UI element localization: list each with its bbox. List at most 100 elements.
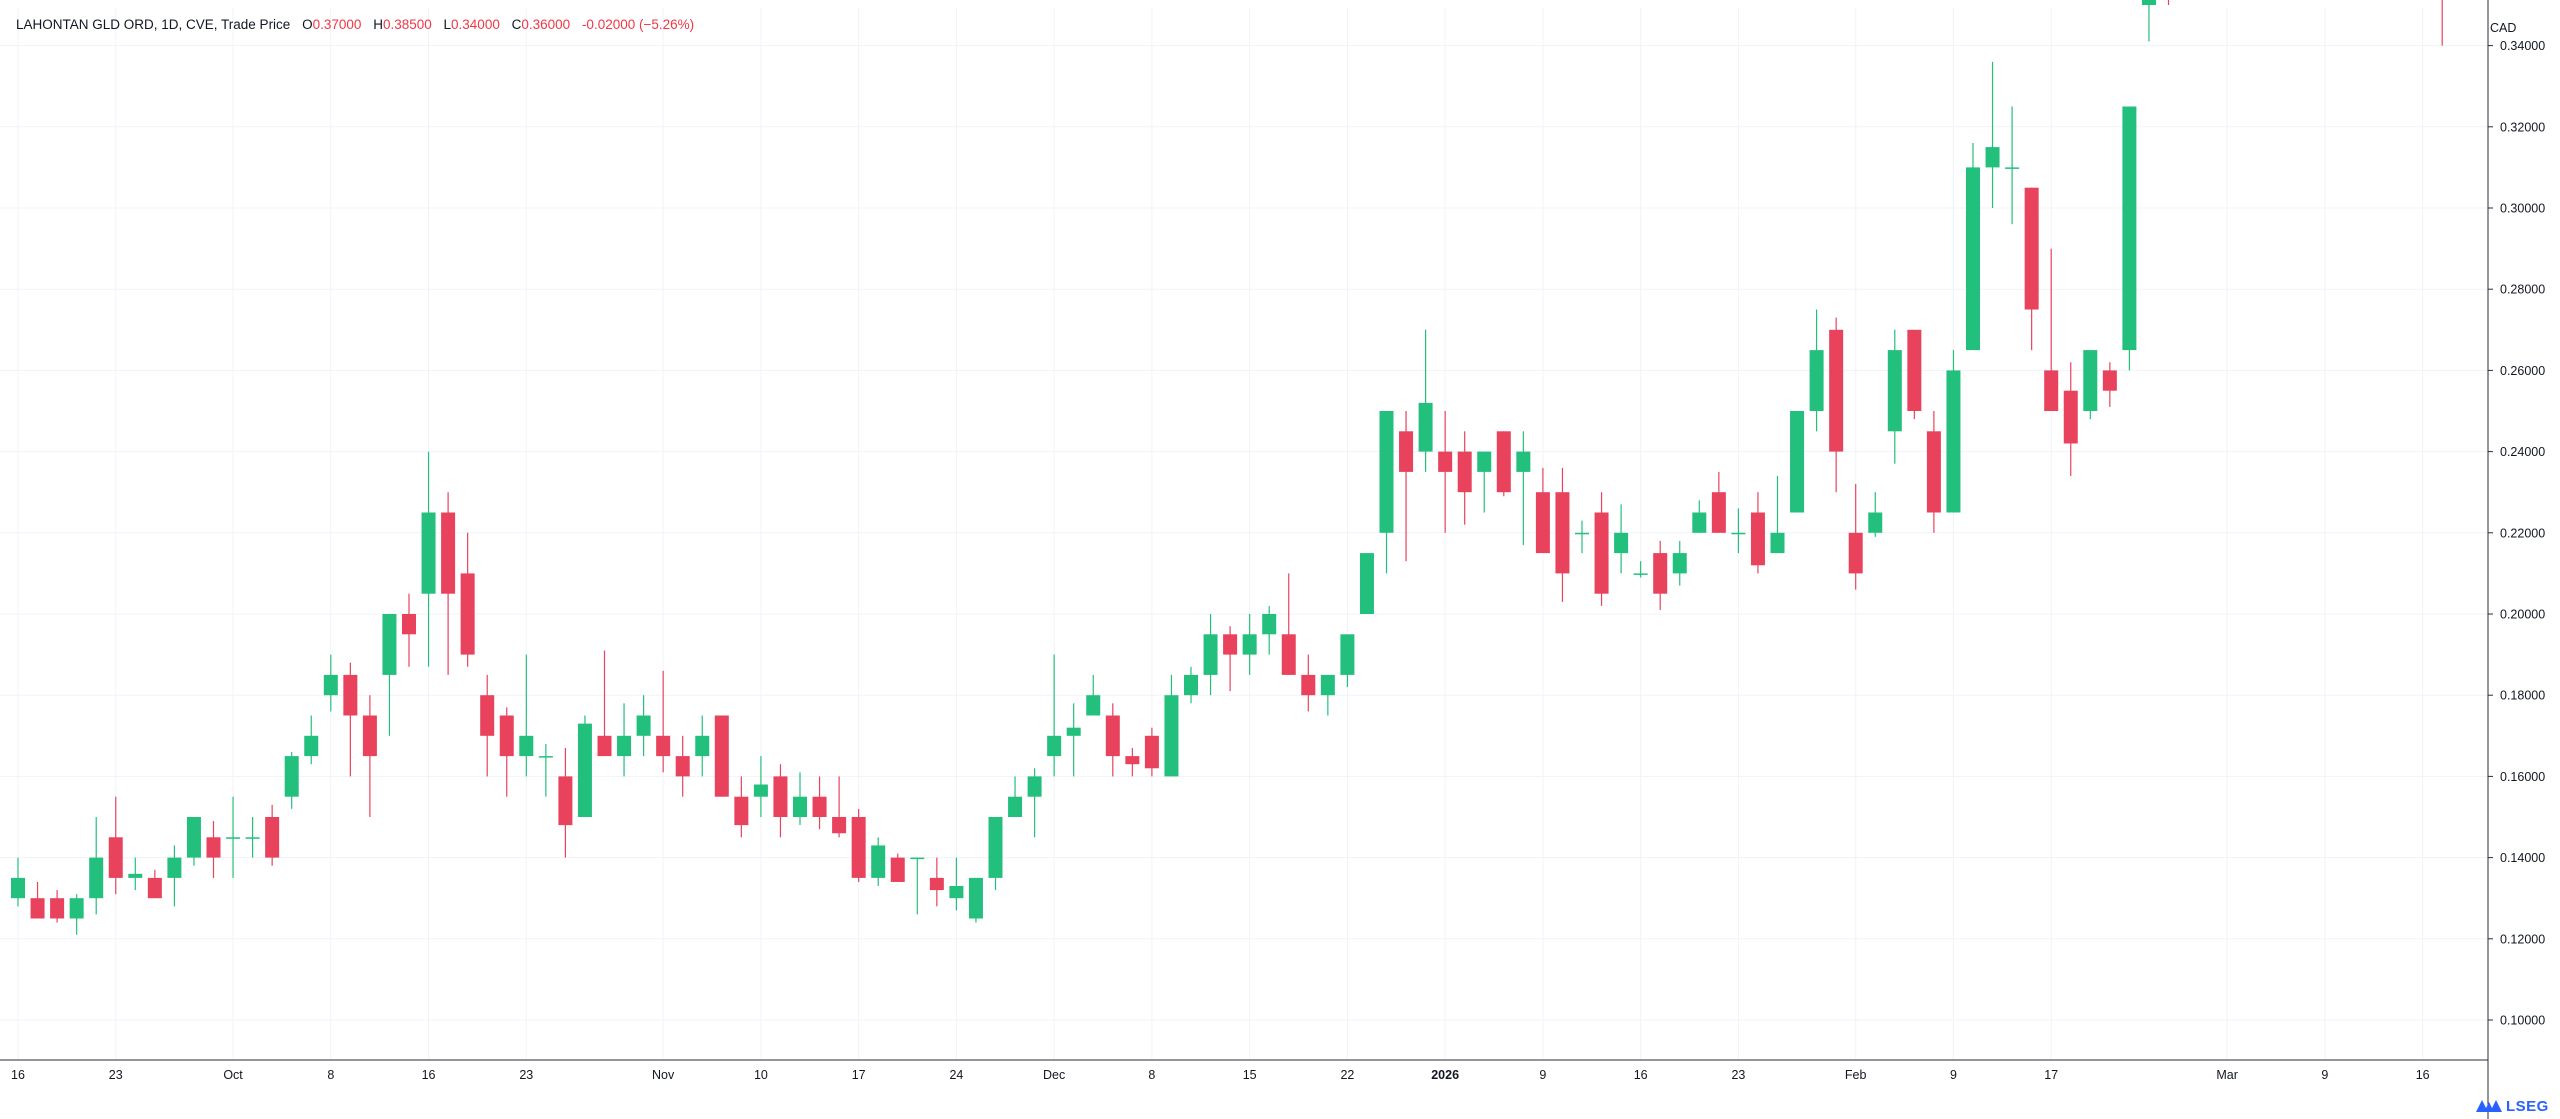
candle — [734, 776, 749, 838]
close-label: C — [511, 17, 522, 32]
candle — [30, 881, 45, 919]
y-tick-label: 0.28000 — [2500, 283, 2545, 297]
candle — [1164, 674, 1179, 777]
candle — [1086, 674, 1101, 716]
brand-logo[interactable]: LSEG — [2476, 1096, 2549, 1116]
candle-body — [30, 898, 45, 919]
y-tick-label: 0.24000 — [2500, 445, 2545, 459]
candle-body — [1594, 512, 1609, 594]
candle-body — [1966, 167, 1980, 351]
candle — [11, 857, 25, 907]
candle-body — [343, 674, 358, 716]
candle — [2024, 187, 2039, 351]
candle-body — [1027, 776, 1042, 797]
candle-body — [1575, 532, 1589, 535]
candle-body — [1750, 512, 1765, 566]
candle-body — [1438, 451, 1453, 472]
candle — [50, 890, 65, 923]
candle-body — [441, 512, 456, 594]
candle — [773, 764, 788, 838]
x-tick-label: 8 — [327, 1068, 334, 1082]
candle — [284, 752, 299, 809]
candle-body — [1301, 674, 1316, 696]
candle — [1281, 573, 1296, 675]
candle-body — [499, 715, 514, 757]
x-tick-label: 17 — [852, 1068, 866, 1082]
candle — [226, 796, 241, 878]
high-label: H — [373, 17, 383, 32]
candle — [1614, 504, 1629, 574]
candle — [1926, 411, 1941, 533]
candle-body — [695, 735, 710, 757]
candle — [499, 707, 514, 797]
candle-body — [362, 715, 377, 757]
candle-body — [1907, 329, 1922, 411]
candle — [1223, 626, 1238, 692]
x-tick-label: Mar — [2216, 1068, 2238, 1082]
candle-body — [910, 857, 925, 860]
candle — [1731, 508, 1746, 554]
x-tick-label: 23 — [519, 1068, 533, 1082]
candle — [2063, 362, 2078, 476]
candle — [2005, 106, 2020, 225]
candle-body — [480, 695, 495, 736]
x-tick-label: 9 — [1539, 1068, 1546, 1082]
candle — [577, 715, 592, 817]
candle — [871, 837, 886, 887]
candle — [1907, 329, 1922, 420]
candle — [1575, 520, 1589, 554]
candle-body — [50, 898, 65, 919]
candle — [1477, 451, 1492, 513]
candle-body — [1262, 614, 1277, 635]
candle — [1242, 614, 1257, 675]
y-tick-label: 0.22000 — [2500, 526, 2545, 540]
candle — [753, 756, 768, 817]
currency-label[interactable]: CAD — [2490, 21, 2517, 35]
candle-body — [1731, 532, 1746, 535]
candle-body — [538, 756, 553, 758]
candle-body — [1203, 634, 1218, 675]
candle-body — [1653, 553, 1668, 594]
candle-body — [1633, 573, 1648, 575]
candle — [1946, 350, 1961, 513]
candle — [1829, 317, 1844, 493]
candle-body — [402, 614, 416, 635]
candle — [2141, 0, 2156, 42]
candle — [186, 817, 201, 866]
candle-body — [2122, 106, 2137, 351]
x-tick-label: Feb — [1845, 1068, 1867, 1082]
candle-body — [1047, 735, 1062, 757]
candle-body — [519, 735, 534, 757]
candle-body — [1144, 735, 1159, 769]
candle — [968, 877, 983, 923]
price-axis[interactable] — [2488, 0, 2560, 1119]
candle-body — [832, 817, 847, 834]
candle-body — [304, 735, 319, 757]
candle — [1887, 329, 1902, 464]
candle-body — [2024, 187, 2039, 310]
candle — [929, 857, 944, 907]
candle — [1047, 654, 1062, 777]
candle — [1672, 540, 1687, 586]
y-tick-label: 0.26000 — [2500, 364, 2545, 378]
candle-body — [382, 614, 397, 675]
candle-body — [714, 715, 729, 797]
candle-body — [1672, 553, 1687, 574]
candle-body — [1340, 634, 1355, 675]
candle — [167, 845, 182, 907]
candle — [1203, 614, 1218, 696]
candle-body — [793, 796, 807, 817]
candle-body — [1692, 512, 1707, 533]
candle — [1868, 492, 1883, 537]
candle-body — [1281, 634, 1296, 675]
candle-body — [2102, 370, 2117, 391]
candle — [128, 857, 143, 891]
candle — [1594, 492, 1609, 606]
x-tick-label: Nov — [652, 1068, 675, 1082]
candle — [1966, 143, 1980, 351]
candle-body — [1770, 532, 1785, 554]
candle-body — [2063, 390, 2078, 444]
candle — [1633, 561, 1648, 578]
